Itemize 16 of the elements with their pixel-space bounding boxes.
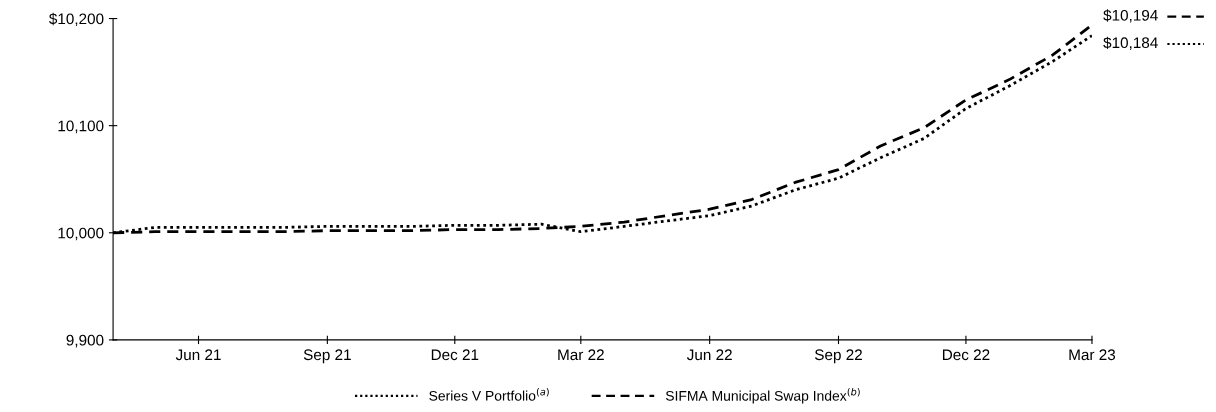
y-tick-label: 10,100 [58,120,104,134]
legend-label: Series V Portfolio$^{(a)}$ [429,387,549,401]
x-tick-label: Jun 22 [686,349,732,361]
annotation: $10,184 [1103,36,1158,50]
y-tick-label: 10,000 [58,227,104,241]
legend-label: SIFMA Municipal Swap Index$^{(b)}$ [665,387,860,404]
x-tick-label: Sep 21 [303,349,351,364]
annotation: $10,194 [1103,9,1158,23]
y-tick-label: 9,900 [66,334,104,348]
x-tick-label: Mar 22 [558,349,604,361]
x-tick-label: Mar 23 [1069,349,1116,361]
x-tick-label: Dec 22 [942,349,990,361]
x-tick-label: Jun 21 [175,349,221,361]
x-tick-label: Sep 22 [814,349,862,364]
x-tick-label: Dec 21 [431,349,479,361]
y-tick-label: $10,200 [49,12,104,27]
